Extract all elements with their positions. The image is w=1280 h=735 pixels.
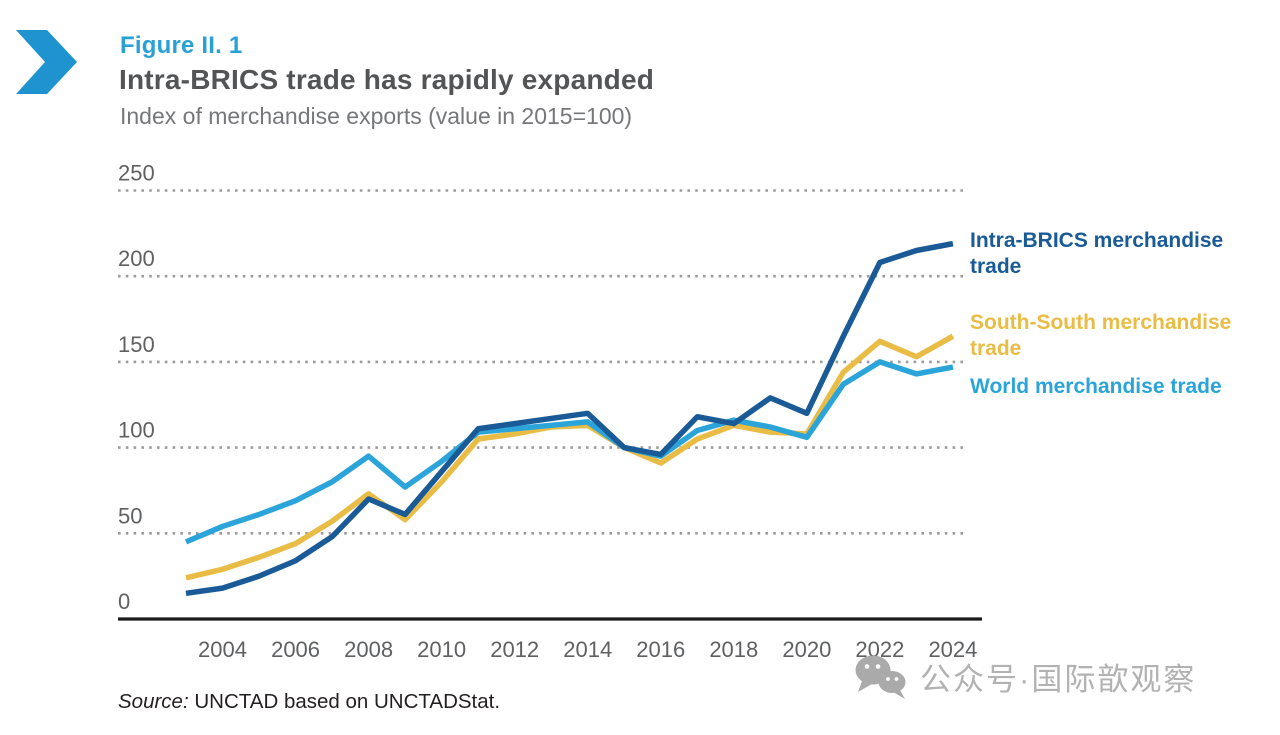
figure-number: Figure II. 1 xyxy=(120,32,243,59)
source-text: UNCTAD based on UNCTADStat. xyxy=(188,690,501,713)
legend-label-south_south: South-South merchandise trade xyxy=(970,311,1232,360)
y-tick-label: 150 xyxy=(118,332,155,357)
source-note: Source: UNCTAD based on UNCTADStat. xyxy=(118,690,500,714)
watermark-text: 公众号·国际歆观察 xyxy=(920,661,1197,697)
series-line-intra_brics xyxy=(185,240,954,597)
x-tick-label: 2020 xyxy=(782,637,831,662)
figure-subtitle: Index of merchandise exports (value in 2… xyxy=(120,103,633,129)
x-tick-label: 2014 xyxy=(563,637,612,662)
y-tick-label: 250 xyxy=(118,161,155,186)
legend-label-world: World merchandise trade xyxy=(970,375,1222,398)
y-tick-label: 200 xyxy=(118,246,155,271)
x-tick-label: 2010 xyxy=(417,637,466,662)
y-tick-label: 100 xyxy=(118,418,155,443)
x-tick-label: 2004 xyxy=(198,637,247,662)
x-tick-label: 2016 xyxy=(636,637,685,662)
x-tick-label: 2012 xyxy=(490,637,539,662)
x-tick-label: 2024 xyxy=(928,637,977,662)
y-tick-label: 0 xyxy=(118,589,130,614)
series-line-south_south xyxy=(185,333,955,581)
legend-label-intra_brics: Intra-BRICS merchandise trade xyxy=(970,229,1224,278)
chevron-right-icon xyxy=(14,29,78,95)
wechat-icon xyxy=(855,655,906,699)
x-tick-label: 2018 xyxy=(709,637,758,662)
source-prefix: Source: xyxy=(118,690,189,713)
watermark: 公众号·国际歆观察 xyxy=(852,650,1196,702)
figure-title: Intra-BRICS trade has rapidly expanded xyxy=(119,64,655,95)
y-tick-label: 50 xyxy=(118,503,142,528)
x-tick-label: 2008 xyxy=(344,637,393,662)
x-tick-label: 2006 xyxy=(271,637,320,662)
series-line-world xyxy=(184,359,954,545)
